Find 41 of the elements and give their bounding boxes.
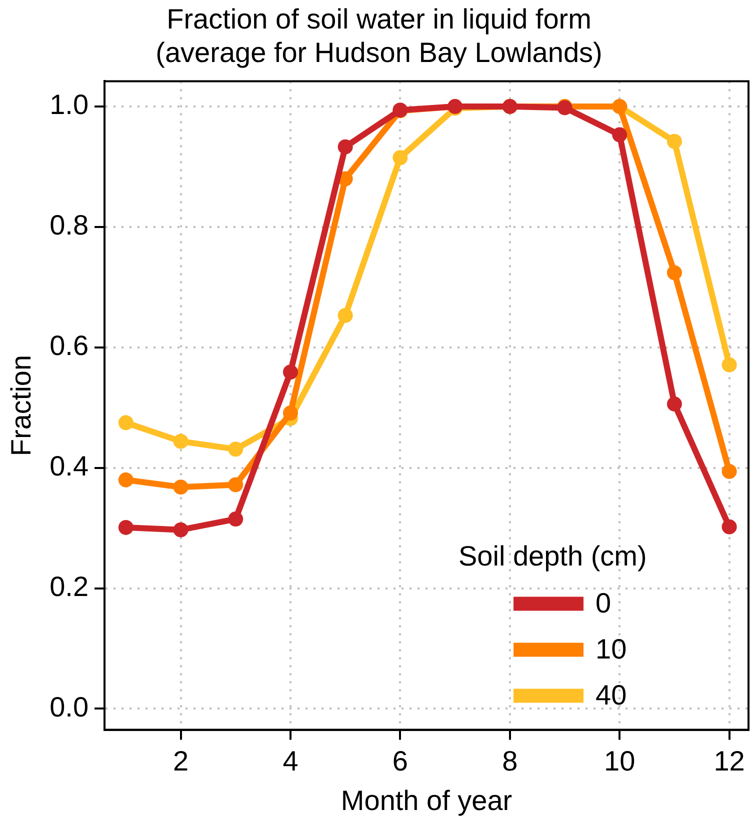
point <box>722 464 737 479</box>
x-tick-label: 2 <box>172 745 189 776</box>
point <box>338 308 353 323</box>
x-tick-label: 12 <box>714 745 745 776</box>
point <box>228 512 244 527</box>
text: Fraction of soil water in liquid form <box>166 4 592 35</box>
point <box>282 406 298 421</box>
x-tick-label: 4 <box>282 745 298 776</box>
point <box>722 357 737 372</box>
x-axis-title: Month of year <box>340 784 512 816</box>
point <box>228 442 244 457</box>
legend-title: Soil depth (cm) <box>458 540 647 572</box>
y-tick-label: 0.4 <box>50 450 89 482</box>
x-tick-label: 10 <box>604 745 636 776</box>
text: (average for Hudson Bay Lowlands) <box>156 37 602 68</box>
point <box>118 520 134 535</box>
point <box>228 477 244 492</box>
point <box>282 364 298 380</box>
point <box>666 396 682 412</box>
point <box>612 127 628 142</box>
point <box>722 519 737 534</box>
legend-label: 0 <box>596 588 612 619</box>
y-tick-label: 1.0 <box>50 89 89 120</box>
point <box>173 522 188 538</box>
point <box>173 480 188 495</box>
y-tick-label: 0.2 <box>50 570 89 602</box>
point <box>666 265 682 280</box>
point <box>173 434 188 449</box>
y-tick-label: 0.6 <box>50 330 89 362</box>
point <box>118 415 134 430</box>
x-tick-label: 6 <box>392 745 408 776</box>
point <box>118 472 134 488</box>
legend-label: 40 <box>596 680 627 711</box>
y-tick-label: 0.0 <box>50 691 89 722</box>
legend-label: 10 <box>596 634 627 665</box>
x-tick-label: 8 <box>502 745 518 776</box>
y-axis-title: Fraction <box>6 354 37 456</box>
point <box>666 134 682 149</box>
point <box>392 150 408 166</box>
point <box>338 139 353 154</box>
y-tick-label: 0.8 <box>50 210 89 241</box>
